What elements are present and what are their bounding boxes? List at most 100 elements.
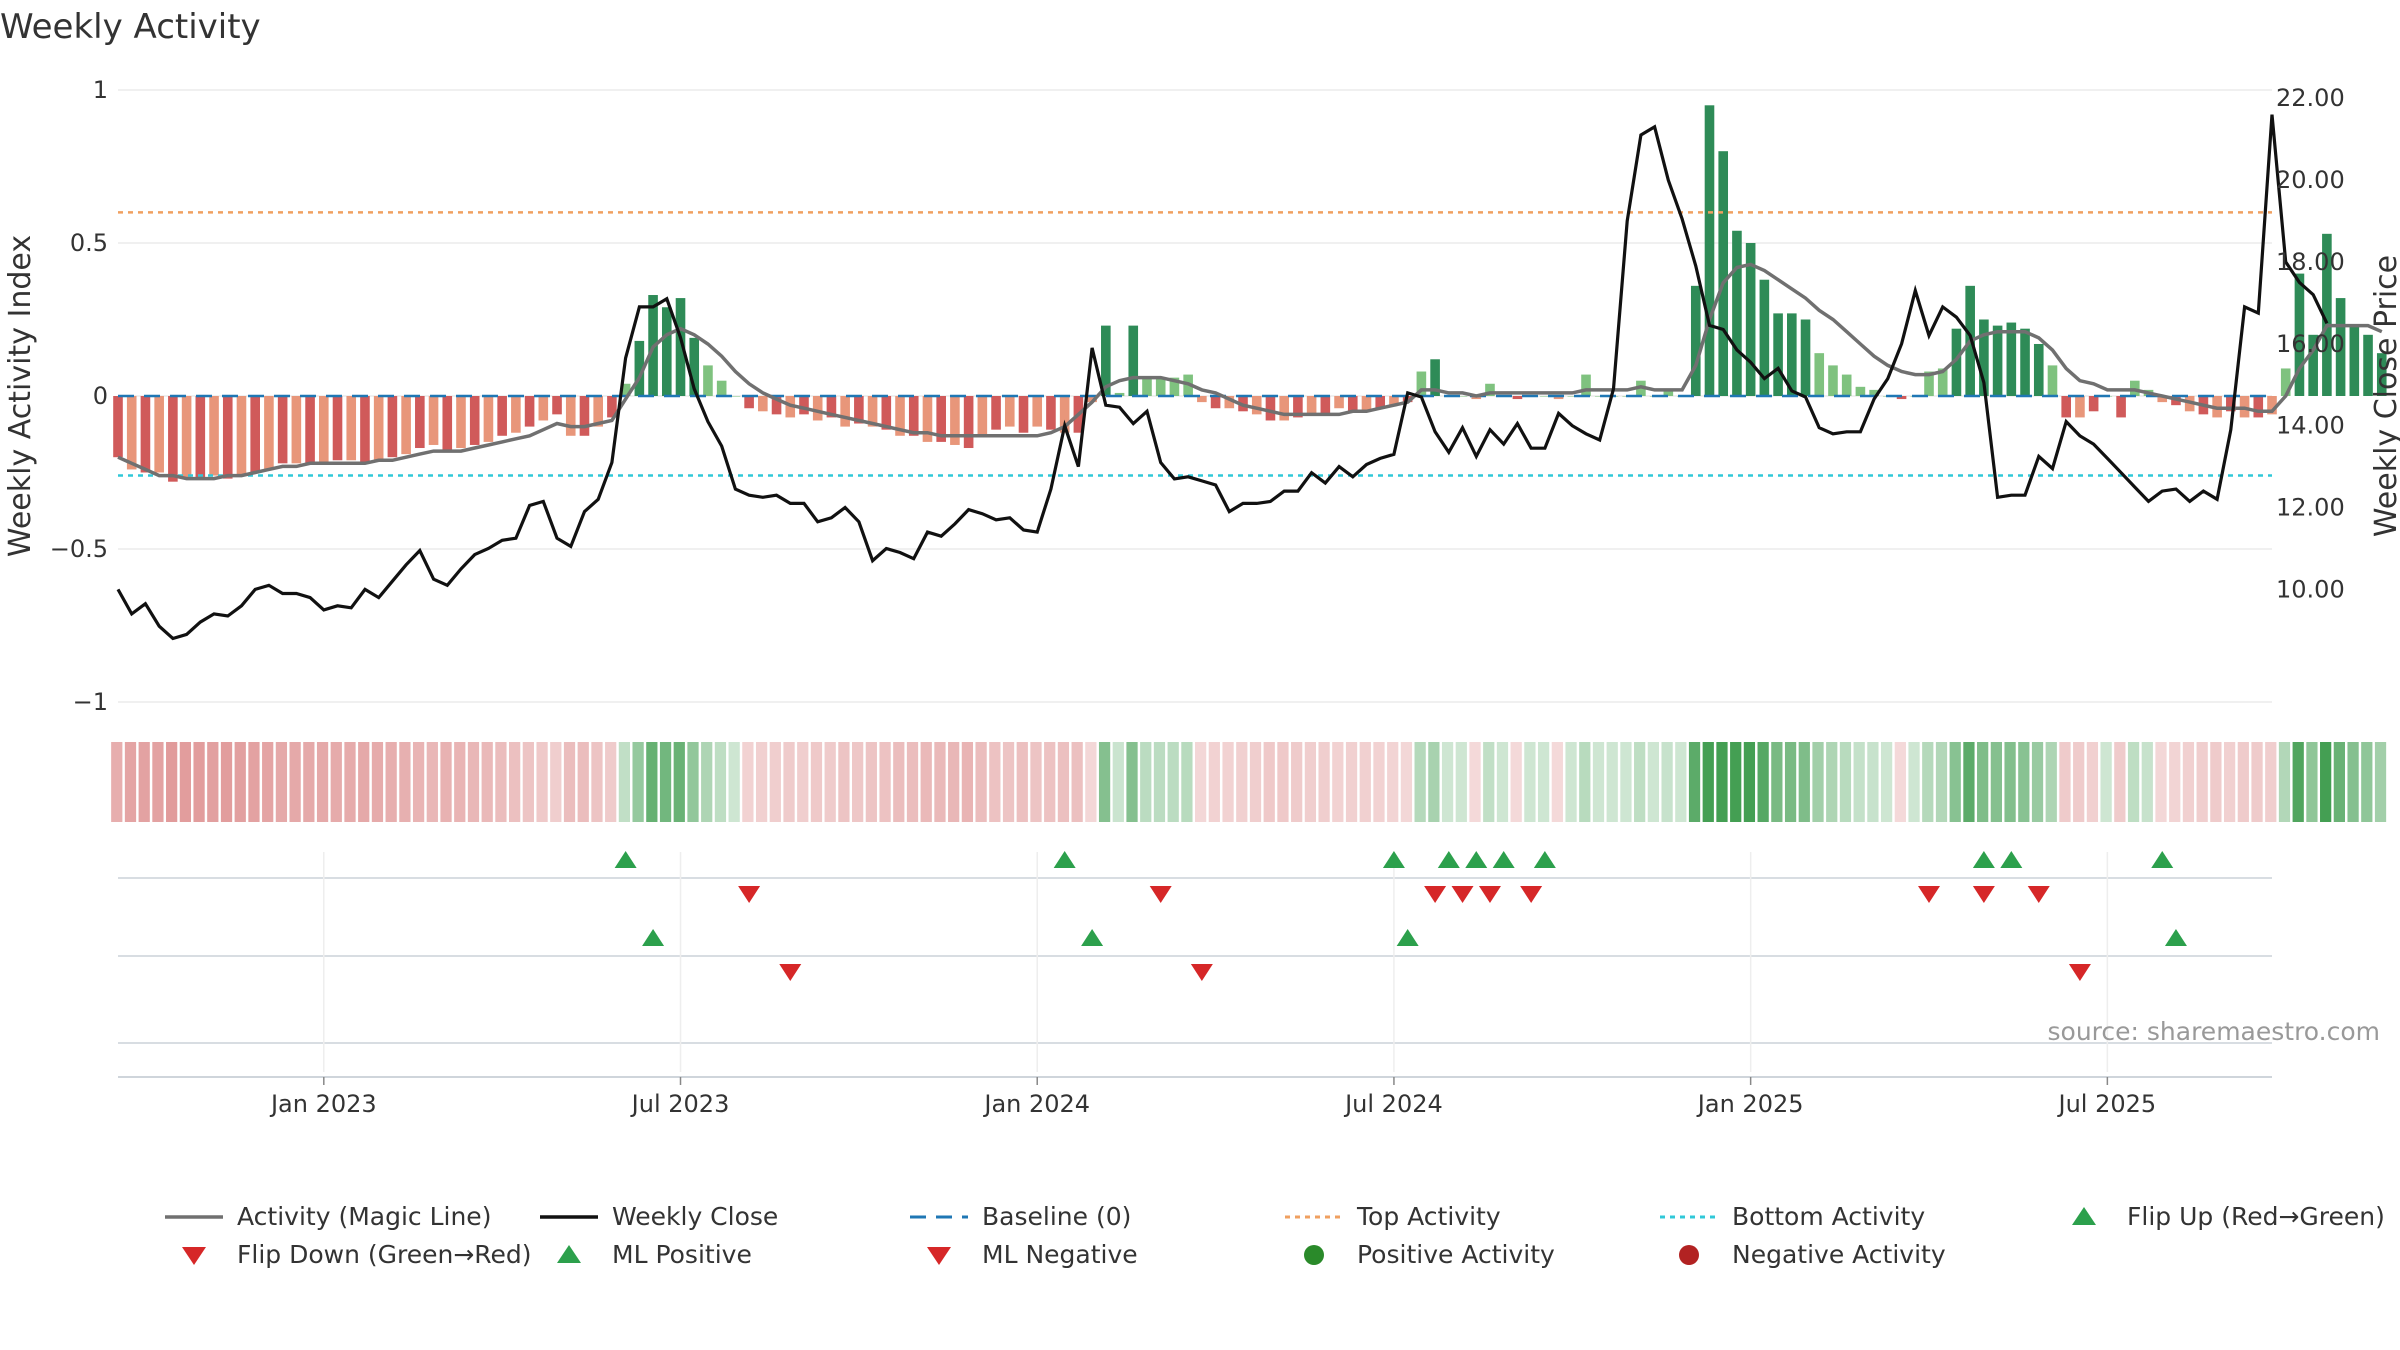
heat-cell xyxy=(989,742,1001,822)
activity-bar xyxy=(1004,396,1015,427)
heat-cell xyxy=(591,742,603,822)
activity-bar xyxy=(1279,396,1289,421)
activity-bar xyxy=(2075,396,2085,418)
activity-bar xyxy=(2280,368,2291,396)
heat-cell xyxy=(1222,742,1234,822)
heat-cell xyxy=(426,742,438,822)
activity-bar xyxy=(1389,396,1399,406)
ml-positive-marker xyxy=(1081,929,1104,946)
activity-bar xyxy=(264,396,274,470)
heat-cell xyxy=(1044,742,1056,822)
activity-bar xyxy=(2335,298,2346,396)
heat-cell xyxy=(371,742,384,822)
activity-bar xyxy=(1046,396,1056,430)
activity-bar xyxy=(1855,386,1866,396)
heat-cell xyxy=(824,742,836,822)
activity-bar xyxy=(1416,371,1427,396)
heat-cell xyxy=(344,742,356,822)
heat-cell xyxy=(920,742,932,822)
activity-bar xyxy=(154,396,164,473)
activity-bar xyxy=(1581,374,1591,396)
heat-cell xyxy=(1181,742,1193,822)
heat-cell xyxy=(330,742,342,822)
heat-cell xyxy=(1977,742,1989,822)
activity-bar xyxy=(181,396,192,479)
activity-bar xyxy=(415,396,425,449)
heat-cell xyxy=(2045,742,2057,822)
heat-cell xyxy=(1894,742,1906,822)
heat-cell xyxy=(646,742,658,822)
heat-cell xyxy=(385,742,397,822)
heat-cell xyxy=(714,742,727,822)
heat-cell xyxy=(1414,742,1426,822)
flip-up-marker xyxy=(1492,851,1515,868)
activity-bar xyxy=(936,396,946,442)
heat-cell xyxy=(1510,742,1522,822)
left-tick-label: −1 xyxy=(73,688,108,716)
heat-cell xyxy=(1291,742,1303,822)
heat-cell xyxy=(509,742,521,822)
legend-swatch xyxy=(1679,1245,1699,1265)
flip-up-marker xyxy=(2151,851,2174,868)
flip-down-marker xyxy=(1424,886,1447,903)
activity-bar xyxy=(373,396,384,461)
flip-up-marker xyxy=(1382,851,1405,868)
heat-cell xyxy=(1016,742,1028,822)
activity-bar xyxy=(360,396,370,464)
heat-cell xyxy=(1236,742,1248,822)
activity-bar xyxy=(1745,243,1756,396)
legend-label: Positive Activity xyxy=(1357,1240,1555,1269)
x-tick-label: Jul 2024 xyxy=(1343,1090,1443,1118)
left-tick-label: −0.5 xyxy=(50,535,108,563)
heat-cell xyxy=(454,742,466,822)
heat-cell xyxy=(1455,742,1467,822)
legend-label: Activity (Magic Line) xyxy=(237,1202,491,1231)
heat-cell xyxy=(769,742,781,822)
activity-bar xyxy=(2349,325,2360,396)
heat-cell xyxy=(207,742,219,822)
activity-bar xyxy=(689,337,700,396)
flip-up-marker xyxy=(2000,851,2023,868)
activity-bar xyxy=(758,396,768,412)
activity-bar xyxy=(1485,383,1495,396)
reference-lines xyxy=(118,211,2272,477)
activity-bar xyxy=(867,396,878,427)
activity-bar xyxy=(854,396,864,424)
chart-title: Weekly Activity xyxy=(0,7,261,47)
flip-down-marker xyxy=(2027,886,2050,903)
activity-bar xyxy=(1951,328,1962,396)
heat-cell xyxy=(234,742,246,822)
right-tick-label: 20.00 xyxy=(2276,166,2345,194)
heat-cell xyxy=(1030,742,1042,822)
activity-bar xyxy=(1197,396,1207,403)
heat-cell xyxy=(1167,742,1179,822)
x-tick-label: Jul 2023 xyxy=(630,1090,730,1118)
heat-cell xyxy=(1153,742,1166,822)
heat-cell xyxy=(1798,742,1810,822)
flip-up-marker xyxy=(1437,851,1460,868)
legend-item: Weekly Close xyxy=(540,1202,778,1231)
heat-cell xyxy=(1634,742,1646,822)
legend-label: Top Activity xyxy=(1356,1202,1501,1231)
activity-bar xyxy=(1718,151,1729,396)
legend-item: Positive Activity xyxy=(1304,1240,1555,1269)
heat-cell xyxy=(2196,742,2208,822)
heat-cell xyxy=(358,742,370,822)
activity-bar xyxy=(812,396,823,421)
heat-cell xyxy=(948,742,960,822)
activity-bar xyxy=(1773,313,1783,396)
legend-label: ML Positive xyxy=(612,1240,752,1269)
legend-swatch xyxy=(1304,1245,1324,1265)
activity-bar xyxy=(1979,319,1989,396)
heat-cell xyxy=(1345,742,1358,822)
heat-cell xyxy=(316,742,329,822)
activity-bar xyxy=(538,396,549,421)
activity-bar xyxy=(1361,396,1372,412)
heat-cell xyxy=(289,742,301,822)
heat-cell xyxy=(783,742,795,822)
heat-cell xyxy=(852,742,864,822)
heat-cell xyxy=(179,742,191,822)
heat-cell xyxy=(2278,742,2291,822)
activity-bar xyxy=(1828,365,1838,396)
activity-bar xyxy=(744,396,754,409)
